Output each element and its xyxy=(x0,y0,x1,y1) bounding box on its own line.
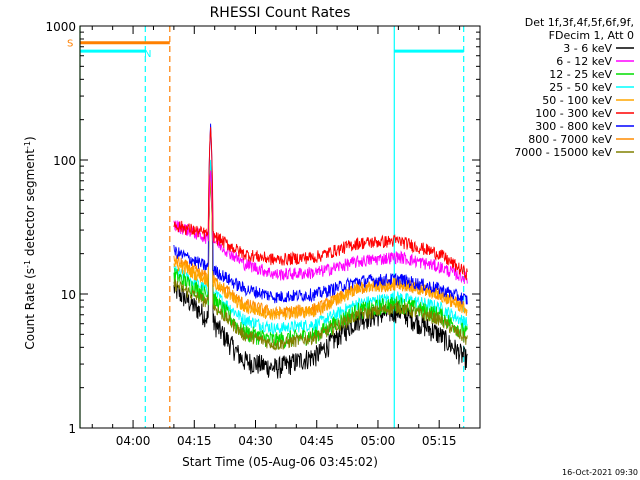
y-tick-label: 1 xyxy=(68,422,76,436)
legend-entry-label: 300 - 800 keV xyxy=(535,120,612,133)
y-tick-label: 10 xyxy=(61,288,76,302)
series-line xyxy=(173,170,468,321)
series-line xyxy=(173,170,468,285)
x-axis-label: Start Time (05-Aug-06 03:45:02) xyxy=(182,455,378,469)
x-tick-label: 04:45 xyxy=(299,434,334,448)
series-line xyxy=(173,173,468,350)
legend: Det 1f,3f,4f,5f,6f,9f, FDecim 1, Att 0 3… xyxy=(514,16,634,159)
flag-label: N xyxy=(144,49,151,60)
legend-entry-label: 50 - 100 keV xyxy=(542,94,612,107)
chart-title: RHESSI Count Rates xyxy=(210,5,351,21)
series-line xyxy=(173,127,468,281)
legend-header-2: FDecim 1, Att 0 xyxy=(549,29,634,42)
legend-entry-label: 7000 - 15000 keV xyxy=(514,146,612,159)
flag-bars: SN xyxy=(67,39,464,60)
y-tick-label: 100 xyxy=(53,154,76,168)
legend-entry-label: 12 - 25 keV xyxy=(549,68,612,81)
y-axis-label-main: Count Rate (s xyxy=(23,268,37,350)
y-axis-label-sup1: -1 xyxy=(23,260,32,268)
legend-entry-label: 3 - 6 keV xyxy=(563,42,612,55)
legend-entry-label: 800 - 7000 keV xyxy=(528,133,612,146)
series-line xyxy=(173,173,468,351)
timestamp: 16-Oct-2021 09:30 xyxy=(562,468,638,477)
x-tick-label: 04:15 xyxy=(177,434,212,448)
flag-label: S xyxy=(67,39,73,50)
legend-header-1: Det 1f,3f,4f,5f,6f,9f, xyxy=(525,16,634,29)
series-line xyxy=(173,175,468,379)
x-tick-label: 04:30 xyxy=(238,434,273,448)
axes: 1 10 100 1000 04:00 04:15 04:30 04:45 05:00 05:15 xyxy=(45,20,481,448)
plot-frame xyxy=(79,25,481,429)
y-axis-label-end: ) xyxy=(23,136,37,141)
y-axis-label: Count Rate (s-1 detector segment-1) xyxy=(23,136,38,349)
x-tick-label: 05:00 xyxy=(361,434,396,448)
x-tick-label: 04:00 xyxy=(116,434,151,448)
series-lines xyxy=(173,123,468,379)
legend-entry-label: 6 - 12 keV xyxy=(556,55,612,68)
series-line xyxy=(173,123,468,305)
y-tick-label: 1000 xyxy=(45,20,76,34)
x-tick-label: 05:15 xyxy=(422,434,457,448)
y-axis-label-mid: detector segment xyxy=(23,149,37,260)
y-axis-label-sup2: -1 xyxy=(23,141,32,149)
legend-entry-label: 25 - 50 keV xyxy=(549,81,612,94)
legend-entry-label: 100 - 300 keV xyxy=(535,107,612,120)
